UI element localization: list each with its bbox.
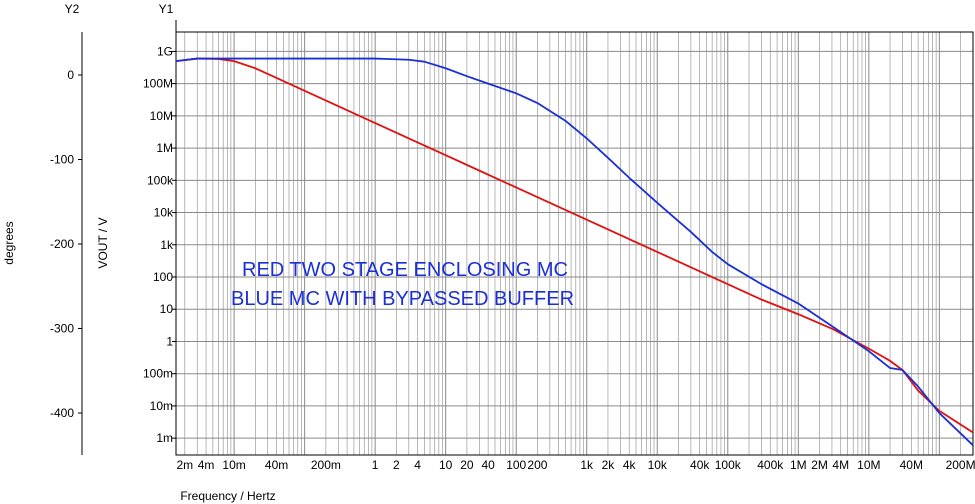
annotation-blue: BLUE MC WITH BYPASSED BUFFER xyxy=(231,288,574,310)
x-tick-label: 100 xyxy=(506,458,526,472)
x-axis-label: Frequency / Hertz xyxy=(180,489,275,503)
x-tick-label: 100k xyxy=(715,458,742,472)
y1-tick-label: 10 xyxy=(160,302,174,316)
x-tick-label: 4k xyxy=(623,458,637,472)
x-tick-label: 400k xyxy=(757,458,784,472)
y1-tick-label: 1 xyxy=(166,334,173,348)
x-tick-labels: 2m 4m 10m 40m 200m 1 2 4 10 20 40 100 200 1k 2k 4k 10k 40… xyxy=(176,458,975,472)
y1-tick-label: 1M xyxy=(156,141,173,155)
y1-tick-label: 100M xyxy=(143,77,173,91)
annotation-red: RED TWO STAGE ENCLOSING MC xyxy=(242,259,568,281)
x-tick-label: 40 xyxy=(481,458,495,472)
y1-tick-label: 1m xyxy=(156,431,173,445)
x-tick-label: 200 xyxy=(527,458,547,472)
x-tick-label: 2m xyxy=(176,458,193,472)
x-tick-label: 40m xyxy=(265,458,288,472)
x-tick-label: 10 xyxy=(439,458,453,472)
x-tick-label: 2 xyxy=(393,458,400,472)
x-tick-label: 40M xyxy=(900,458,923,472)
red-series-line xyxy=(175,57,974,434)
y2-tick-label: -100 xyxy=(50,153,74,167)
y1-tick-label: 100 xyxy=(153,270,173,284)
x-tick-label: 200M xyxy=(946,458,975,472)
y1-tick-label: 10k xyxy=(154,206,174,220)
y1-axis-label: VOUT / V xyxy=(96,217,110,268)
y2-tick-labels: 0 -100 -200 -300 -400 xyxy=(50,20,177,455)
x-tick-label: 4 xyxy=(414,458,421,472)
x-tick-label: 4m xyxy=(198,458,215,472)
x-tick-label: 40k xyxy=(690,458,710,472)
blue-series-line xyxy=(175,57,974,446)
series-layer xyxy=(175,57,974,446)
x-tick-label: 2M xyxy=(811,458,828,472)
y2-tick-label: -300 xyxy=(50,322,74,336)
plot-frame xyxy=(175,31,974,456)
x-tick-label: 1k xyxy=(580,458,594,472)
y1-tick-label: 100k xyxy=(147,173,174,187)
y1-tick-label: 100m xyxy=(143,367,173,381)
x-tick-label: 1M xyxy=(790,458,807,472)
y1-tick-label: 10m xyxy=(150,399,173,413)
x-tick-label: 20 xyxy=(460,458,474,472)
y1-tick-label: 1k xyxy=(160,238,174,252)
x-tick-label: 10M xyxy=(857,458,880,472)
x-tick-label: 10k xyxy=(648,458,668,472)
x-tick-label: 4M xyxy=(832,458,849,472)
y1-tick-labels: 1G 100M 10M 1M 100k 10k 1k 100 10 1 100m 10m 1m xyxy=(143,44,176,445)
y1-tick-label: 1G xyxy=(157,44,173,58)
x-tick-label: 10m xyxy=(222,458,245,472)
y2-tick-label: -200 xyxy=(50,237,74,251)
x-tick-label: 2k xyxy=(602,458,616,472)
y2-tick-label: -400 xyxy=(50,406,74,420)
y1-tick-label: 10M xyxy=(150,109,173,123)
x-tick-label: 200m xyxy=(311,458,341,472)
y2-tick-label: 0 xyxy=(67,68,74,82)
y1-header: Y1 xyxy=(159,2,174,16)
y2-axis-label: degrees xyxy=(2,221,16,264)
grid xyxy=(176,32,973,455)
x-tick-label: 1 xyxy=(372,458,379,472)
y2-header: Y2 xyxy=(65,2,80,16)
